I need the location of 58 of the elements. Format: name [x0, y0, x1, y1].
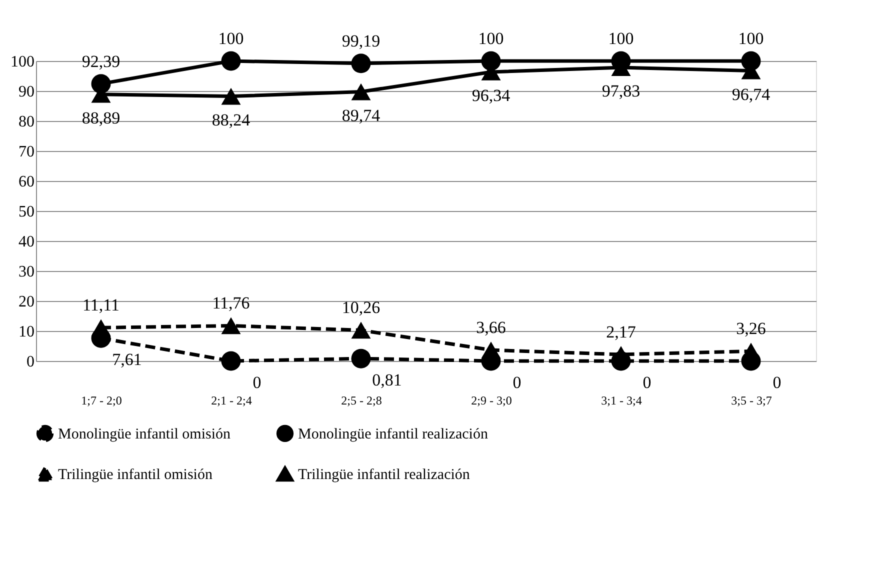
data-label: 0 [642, 373, 652, 392]
legend-label: Trilingüe infantil omisión [58, 467, 213, 483]
y-tick-label: 10 [18, 324, 34, 340]
y-tick-label: 60 [18, 174, 34, 190]
point [741, 342, 761, 360]
data-label: 0,81 [372, 370, 402, 390]
data-label: 100 [478, 29, 504, 48]
y-tick-label: 100 [10, 54, 34, 70]
legend-label: Trilingüe infantil realización [298, 467, 470, 483]
data-label: 0 [252, 373, 262, 392]
x-tick-label: 2;9 - 3;0 [471, 394, 512, 408]
y-tick-label: 40 [18, 234, 34, 250]
data-label: 96,74 [732, 84, 771, 104]
x-tick-label: 3;1 - 3;4 [601, 394, 642, 408]
point [221, 317, 241, 334]
data-label: 3,26 [736, 319, 766, 338]
point [481, 342, 501, 358]
data-label: 11,76 [212, 294, 250, 313]
legend-label: Monolingüe infantil realización [298, 426, 488, 442]
legend-label: Monolingüe infantil omisión [58, 426, 231, 442]
y-tick-label: 50 [18, 204, 34, 220]
data-label: 0 [772, 373, 782, 392]
point [221, 351, 241, 371]
data-label: 3,66 [476, 318, 506, 338]
y-tick-label: 90 [18, 84, 34, 100]
data-label: 88,24 [212, 110, 251, 130]
data-label: 0 [512, 373, 522, 392]
data-label: 7,61 [112, 350, 142, 370]
data-label: 88,89 [82, 108, 120, 128]
point [481, 51, 501, 71]
data-label: 2,17 [606, 322, 636, 342]
point [611, 346, 631, 363]
point [221, 51, 241, 71]
x-tick-label: 3;5 - 3;7 [731, 394, 772, 408]
data-label: 10,26 [342, 298, 380, 318]
point [351, 54, 371, 74]
y-tick-label: 20 [18, 294, 34, 310]
data-label: 89,74 [342, 106, 381, 125]
y-tick-label: 30 [18, 264, 34, 280]
data-label: 99,19 [342, 31, 380, 50]
y-tick-label: 70 [18, 144, 34, 160]
x-tick-label: 1;7 - 2;0 [81, 394, 122, 408]
point [221, 88, 241, 105]
y-tick-label: 0 [26, 354, 34, 370]
data-label: 92,39 [82, 52, 120, 71]
data-label: 100 [608, 29, 634, 48]
data-label: 96,34 [472, 86, 511, 105]
point [351, 348, 371, 368]
point [91, 319, 111, 336]
data-label: 100 [218, 29, 244, 48]
y-tick-label: 80 [18, 114, 34, 130]
x-tick-label: 2;5 - 2;8 [341, 394, 382, 408]
point [351, 322, 371, 339]
data-label: 100 [738, 29, 764, 48]
x-tick-label: 2;1 - 2;4 [211, 394, 252, 408]
point [351, 83, 371, 100]
data-label: 97,83 [602, 82, 640, 101]
data-label: 11,11 [82, 296, 120, 315]
